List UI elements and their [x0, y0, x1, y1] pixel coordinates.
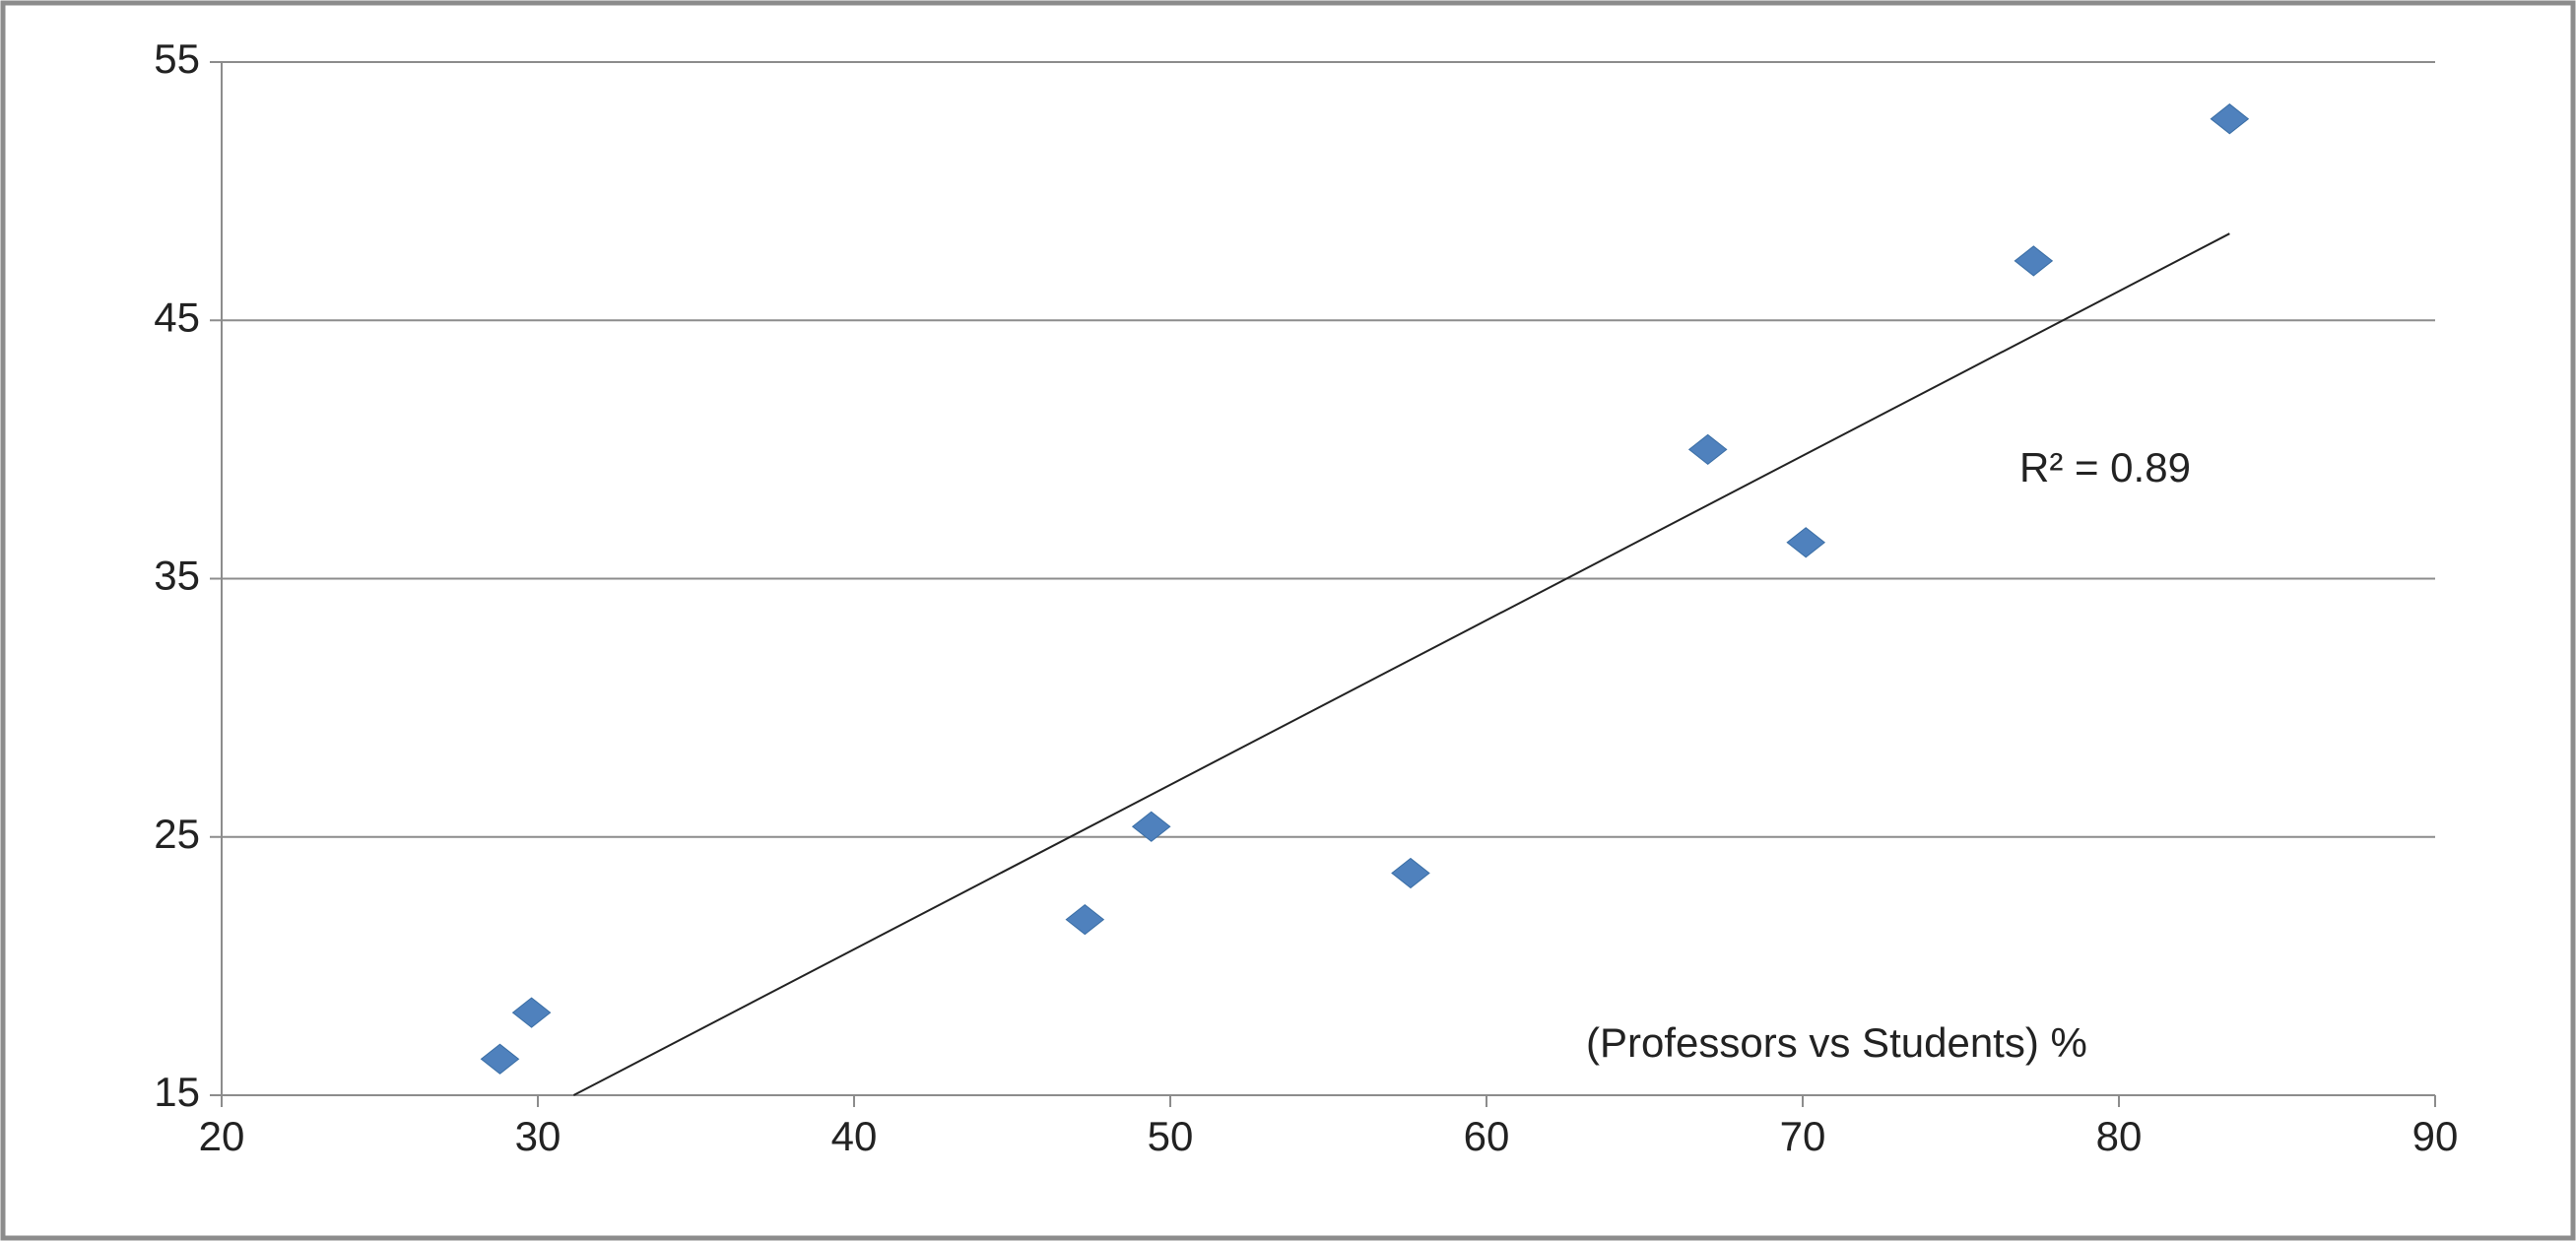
x-tick-label: 90	[2412, 1113, 2459, 1159]
annotation: R² = 0.89	[2019, 444, 2191, 490]
x-tick-label: 40	[831, 1113, 878, 1159]
x-tick-label: 60	[1464, 1113, 1510, 1159]
x-tick-label: 30	[515, 1113, 561, 1159]
y-tick-label: 25	[154, 811, 200, 857]
point	[1687, 433, 1728, 466]
x-tick-label: 70	[1780, 1113, 1826, 1159]
point	[1065, 904, 1105, 936]
point	[2014, 245, 2054, 277]
trendline	[572, 232, 2230, 1096]
point	[1391, 857, 1430, 889]
x-tick-label: 80	[2096, 1113, 2143, 1159]
point	[1131, 811, 1171, 842]
y-tick-label: 35	[154, 553, 200, 599]
x-tick-label: 50	[1148, 1113, 1194, 1159]
y-tick-label: 45	[154, 294, 200, 340]
point	[2210, 103, 2250, 135]
annotation: (Professors vs Students) %	[1586, 1019, 2087, 1066]
y-tick-label: 15	[154, 1069, 200, 1115]
point	[480, 1043, 520, 1075]
point	[511, 997, 552, 1028]
y-tick-label: 55	[154, 35, 200, 82]
point	[1786, 527, 1826, 558]
x-tick-label: 20	[199, 1113, 245, 1159]
